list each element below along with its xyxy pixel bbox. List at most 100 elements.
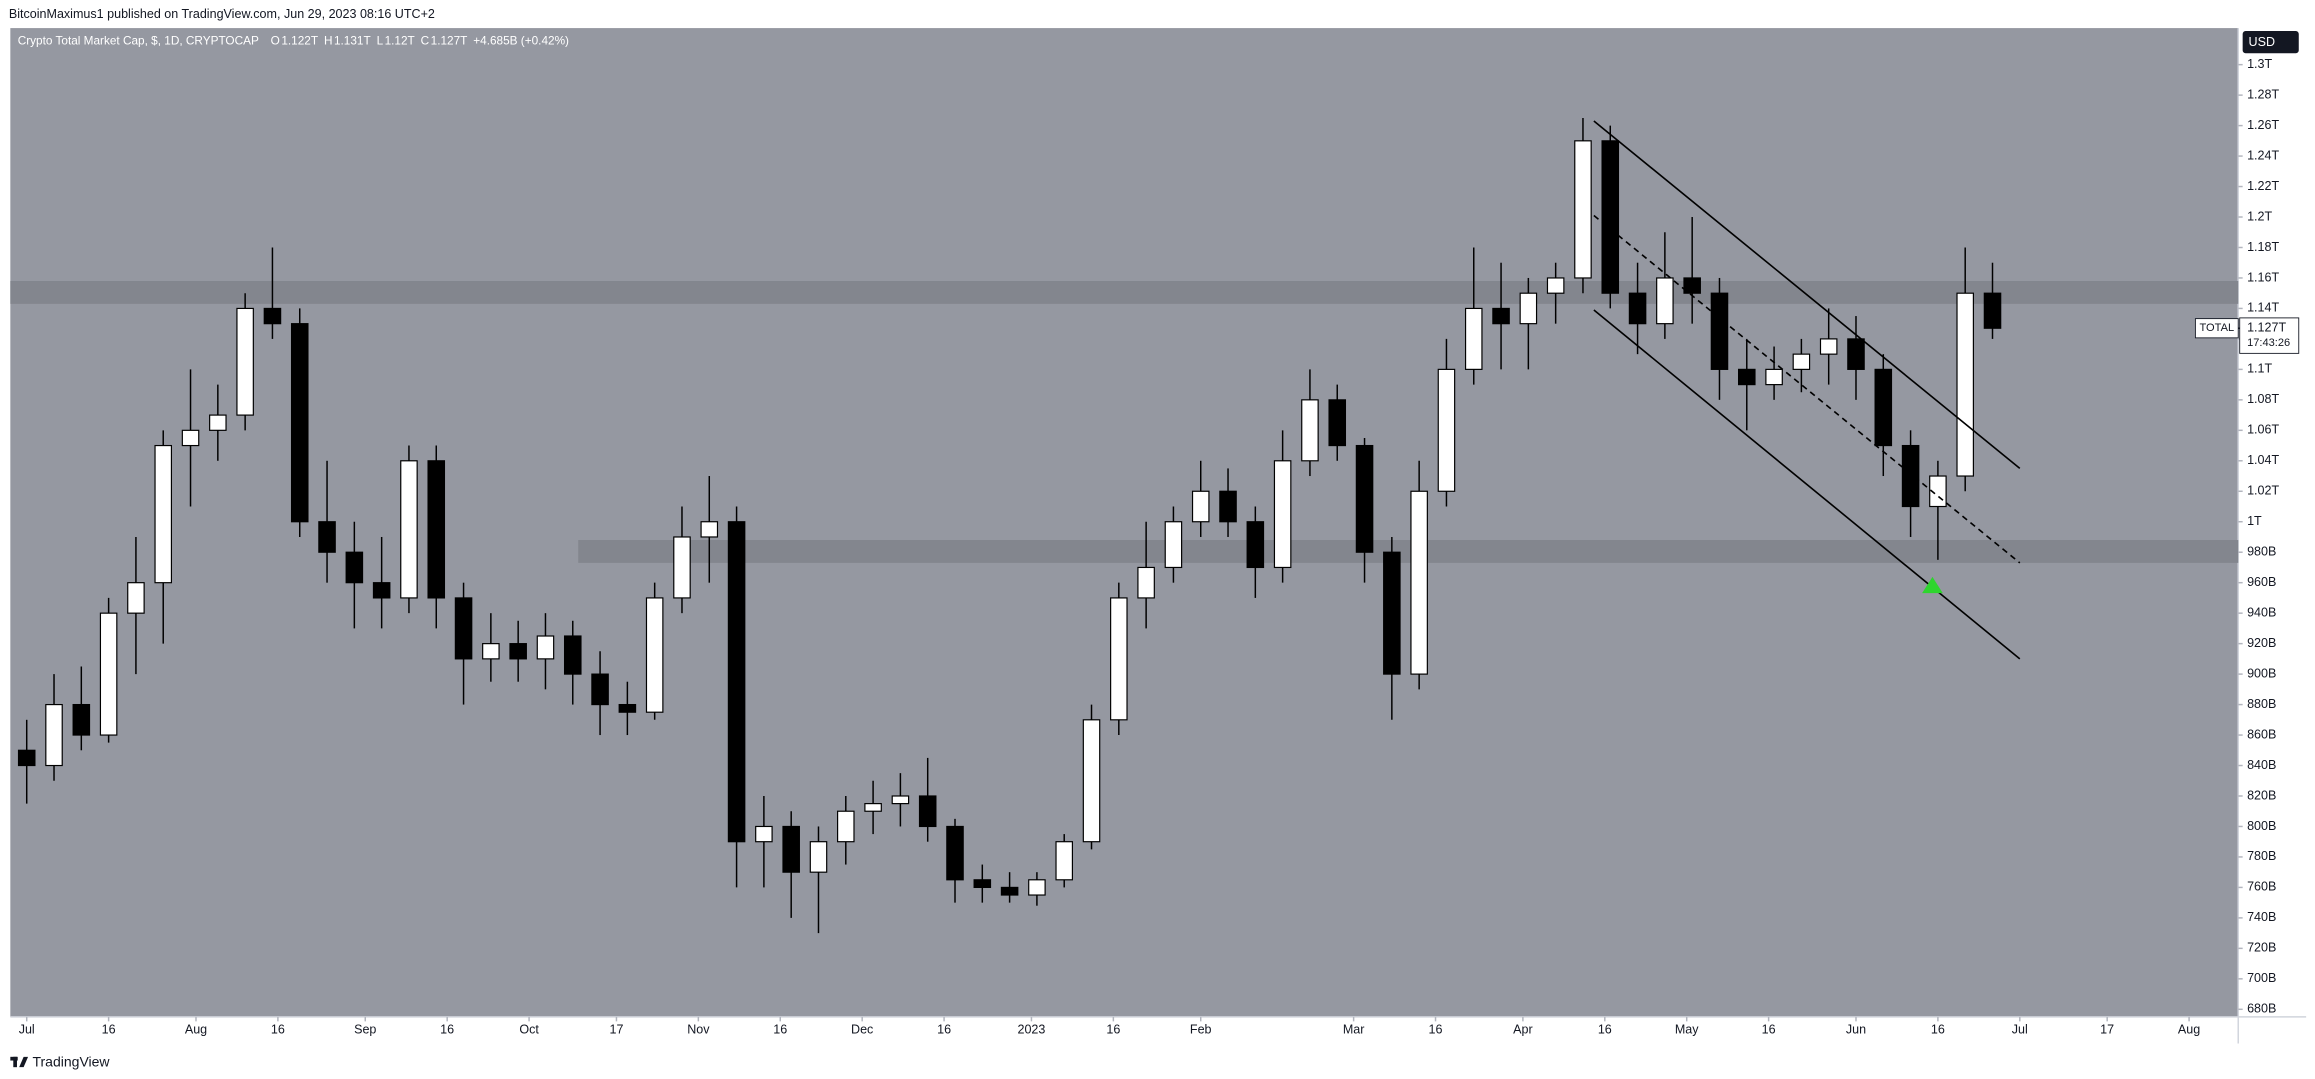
x-tick-label: 16 [1931, 1023, 1945, 1037]
candle-body [345, 551, 364, 584]
candle-body [1983, 292, 2002, 329]
candle-body [891, 795, 910, 805]
x-tick-label: 17 [2100, 1023, 2114, 1037]
candle-body [1519, 292, 1538, 325]
candle-body [1874, 368, 1893, 447]
y-tick-label: 720B [2247, 941, 2276, 955]
candle-body [1847, 338, 1865, 370]
candle-body [1273, 460, 1292, 569]
chart-legend: Crypto Total Market Cap, $, 1D, CRYPTOCA… [18, 34, 569, 48]
symbol-box [2194, 318, 2239, 339]
candle-body [99, 612, 118, 736]
x-tick-label: 17 [609, 1023, 623, 1037]
legend-key: C [421, 34, 430, 48]
y-tick-label: 860B [2247, 727, 2276, 741]
candle-body [973, 879, 992, 889]
legend-key: H [324, 34, 333, 48]
countdown: 17:43:26 [2247, 337, 2290, 349]
x-tick-label: Oct [519, 1023, 539, 1037]
candle-body [864, 803, 882, 812]
candle-body [1000, 886, 1019, 896]
candle-body [1328, 399, 1347, 447]
candle-body [318, 521, 336, 553]
y-tick-label: 1T [2247, 514, 2262, 528]
candle-body [372, 582, 391, 599]
price-box [2239, 317, 2300, 354]
candle-body [1355, 444, 1374, 553]
candle-body [454, 597, 473, 660]
candle-body [400, 460, 418, 599]
y-tick-label: 840B [2247, 758, 2276, 772]
x-tick-label: Aug [185, 1023, 207, 1037]
y-tick-label: 1.2T [2247, 209, 2272, 223]
candle-body [45, 703, 63, 767]
candle-body [673, 536, 691, 599]
x-tick-label: 16 [937, 1023, 951, 1037]
currency-box [2242, 31, 2299, 54]
y-tick-label: 1.08T [2247, 392, 2279, 406]
x-tick-label: Nov [687, 1023, 710, 1037]
candle-body [563, 635, 582, 675]
y-tick-label: 920B [2247, 636, 2276, 650]
x-tick-label: Feb [1190, 1023, 1212, 1037]
x-tick-label: 16 [102, 1023, 116, 1037]
y-tick-label: 1.18T [2247, 240, 2279, 254]
y-tick-label: 760B [2247, 880, 2276, 894]
candle-body [17, 749, 36, 767]
candle-body [1792, 353, 1811, 370]
y-tick-label: 1.24T [2247, 148, 2279, 162]
candle-body [1656, 277, 1674, 325]
y-tick-label: 1.16T [2247, 270, 2279, 284]
y-tick-label: 1.14T [2247, 301, 2279, 315]
legend-key: O [271, 34, 280, 48]
x-tick-label: Aug [2178, 1023, 2200, 1037]
x-tick-label: Dec [851, 1023, 873, 1037]
legend-title: Crypto Total Market Cap, $, 1D, CRYPTOCA… [18, 34, 259, 48]
price-zone [10, 281, 2239, 304]
trendline [1593, 120, 2021, 470]
y-tick-label: 1.1T [2247, 362, 2272, 376]
y-tick-label: 980B [2247, 545, 2276, 559]
candle-body [918, 795, 937, 828]
last-price: 1.127T [2247, 321, 2286, 335]
candle-body [1082, 719, 1101, 843]
candle-body [1492, 307, 1510, 325]
x-tick-label: Mar [1343, 1023, 1365, 1037]
trendline [1593, 214, 2021, 564]
x-tick-label: 16 [271, 1023, 285, 1037]
legend-change: +4.685B (+0.42%) [473, 34, 569, 48]
brand: TradingView [32, 1053, 110, 1069]
arrow-marker [1922, 576, 1943, 594]
candle-body [1683, 277, 1701, 294]
candle-body [209, 414, 227, 431]
candle-body [809, 841, 828, 873]
x-tick-label: 16 [1762, 1023, 1776, 1037]
y-tick-label: 940B [2247, 605, 2276, 619]
candle-body [1028, 879, 1046, 896]
chart-pane [10, 28, 2239, 1017]
candle-body [509, 643, 527, 660]
x-tick-label: 2023 [1017, 1023, 1045, 1037]
y-tick-label: 780B [2247, 849, 2276, 863]
candle-body [72, 703, 91, 736]
x-tick-label: Jun [1846, 1023, 1866, 1037]
candle-body [290, 323, 309, 523]
y-tick-label: 880B [2247, 697, 2276, 711]
legend-value: 1.12T [385, 34, 415, 48]
candle-body [1246, 521, 1265, 569]
candle-body [263, 307, 282, 325]
x-tick-label: May [1675, 1023, 1699, 1037]
candle-body [645, 597, 664, 713]
x-tick-label: Jul [19, 1023, 35, 1037]
candle-body [1437, 368, 1456, 492]
candle-body [1464, 307, 1483, 370]
candle-body [946, 825, 964, 881]
legend-value: 1.127T [431, 34, 468, 48]
candle-body [591, 673, 609, 706]
candle-body [1191, 490, 1210, 523]
candle-body [727, 521, 746, 843]
legend-key: L [377, 34, 384, 48]
candle-body [482, 643, 500, 660]
legend-value: 1.122T [281, 34, 318, 48]
x-tick-label: Sep [354, 1023, 376, 1037]
